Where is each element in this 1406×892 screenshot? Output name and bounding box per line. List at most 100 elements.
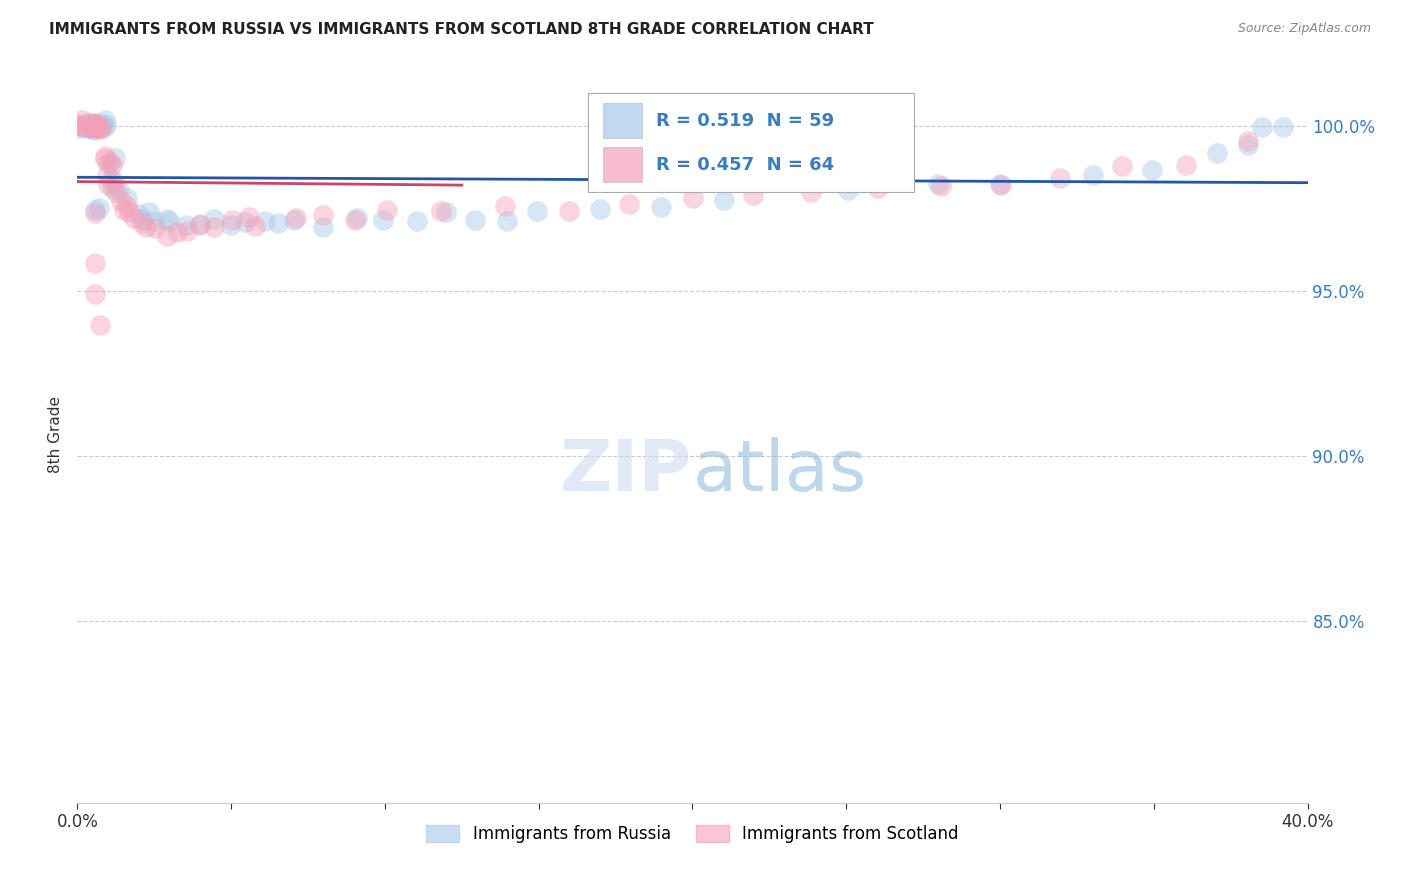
Point bbox=[434, 204, 457, 219]
Text: atlas: atlas bbox=[693, 437, 868, 506]
Point bbox=[1081, 168, 1104, 182]
Point bbox=[190, 219, 212, 233]
Point bbox=[233, 215, 256, 229]
FancyBboxPatch shape bbox=[588, 93, 914, 192]
Point bbox=[76, 120, 98, 134]
Point bbox=[494, 198, 516, 212]
Point bbox=[344, 213, 367, 227]
Point bbox=[100, 171, 122, 186]
Point bbox=[1174, 158, 1197, 172]
Text: IMMIGRANTS FROM RUSSIA VS IMMIGRANTS FROM SCOTLAND 8TH GRADE CORRELATION CHART: IMMIGRANTS FROM RUSSIA VS IMMIGRANTS FRO… bbox=[49, 22, 875, 37]
Point bbox=[713, 193, 735, 207]
Point bbox=[84, 205, 107, 219]
Point bbox=[1251, 120, 1274, 135]
Point bbox=[79, 119, 101, 133]
Point bbox=[84, 287, 107, 301]
Point bbox=[100, 159, 122, 173]
Text: R = 0.457  N = 64: R = 0.457 N = 64 bbox=[655, 156, 834, 174]
Point bbox=[94, 149, 117, 163]
Point bbox=[202, 219, 225, 234]
Point bbox=[1206, 145, 1229, 160]
Point bbox=[128, 207, 150, 221]
Point bbox=[1237, 137, 1260, 152]
Point bbox=[89, 318, 111, 332]
Legend: Immigrants from Russia, Immigrants from Scotland: Immigrants from Russia, Immigrants from … bbox=[419, 818, 966, 850]
Point bbox=[112, 202, 135, 217]
Text: Source: ZipAtlas.com: Source: ZipAtlas.com bbox=[1237, 22, 1371, 36]
Point bbox=[84, 120, 107, 135]
Point bbox=[87, 202, 110, 216]
Point bbox=[312, 208, 335, 222]
Point bbox=[75, 120, 97, 134]
Point bbox=[284, 211, 307, 226]
Point bbox=[495, 214, 517, 228]
Point bbox=[243, 219, 266, 233]
Point bbox=[176, 218, 198, 232]
Point bbox=[143, 214, 166, 228]
Point bbox=[103, 176, 125, 190]
Point bbox=[98, 155, 121, 169]
Point bbox=[131, 212, 153, 227]
Point bbox=[94, 152, 117, 166]
Point bbox=[1236, 134, 1258, 148]
Y-axis label: 8th Grade: 8th Grade bbox=[48, 396, 63, 474]
Point bbox=[143, 221, 166, 235]
Point bbox=[166, 225, 188, 239]
Point bbox=[267, 216, 290, 230]
Point bbox=[82, 123, 104, 137]
Point bbox=[82, 116, 104, 130]
Point bbox=[84, 116, 107, 130]
Point bbox=[105, 185, 128, 199]
Point bbox=[70, 113, 93, 128]
Point bbox=[108, 183, 131, 197]
Point bbox=[1111, 159, 1133, 173]
Point bbox=[118, 205, 141, 219]
Point bbox=[868, 181, 890, 195]
Point bbox=[96, 169, 118, 183]
FancyBboxPatch shape bbox=[603, 103, 643, 138]
Point bbox=[138, 205, 160, 219]
Point bbox=[82, 116, 104, 130]
Point bbox=[104, 151, 127, 165]
Point bbox=[131, 216, 153, 230]
Point bbox=[79, 120, 101, 135]
Point bbox=[682, 191, 704, 205]
Point bbox=[254, 213, 277, 227]
Point bbox=[110, 194, 132, 208]
Point bbox=[84, 120, 107, 135]
Point bbox=[97, 156, 120, 170]
Point bbox=[617, 197, 640, 211]
Point bbox=[70, 118, 93, 132]
Point bbox=[156, 211, 179, 226]
Point bbox=[90, 120, 112, 135]
Point bbox=[77, 121, 100, 136]
Point bbox=[927, 177, 949, 191]
Point bbox=[800, 185, 823, 199]
Point bbox=[76, 116, 98, 130]
Text: R = 0.519  N = 59: R = 0.519 N = 59 bbox=[655, 112, 834, 129]
Point bbox=[988, 178, 1011, 192]
Point bbox=[221, 218, 243, 232]
Point bbox=[73, 120, 96, 135]
Point bbox=[83, 117, 105, 131]
Point bbox=[429, 203, 451, 218]
Point bbox=[990, 178, 1012, 192]
Point bbox=[94, 112, 117, 127]
Point bbox=[557, 204, 579, 219]
Point bbox=[82, 119, 104, 133]
Point bbox=[135, 220, 157, 235]
Point bbox=[650, 200, 672, 214]
Point bbox=[91, 117, 114, 131]
Point bbox=[283, 212, 305, 227]
Point bbox=[311, 219, 333, 234]
Point bbox=[79, 120, 101, 135]
Point bbox=[371, 212, 394, 227]
Point bbox=[86, 120, 108, 134]
Point bbox=[79, 117, 101, 131]
Point bbox=[375, 202, 398, 217]
Point bbox=[83, 120, 105, 134]
Point bbox=[94, 119, 117, 133]
Point bbox=[82, 120, 104, 134]
Point bbox=[526, 203, 548, 218]
Point bbox=[86, 122, 108, 136]
